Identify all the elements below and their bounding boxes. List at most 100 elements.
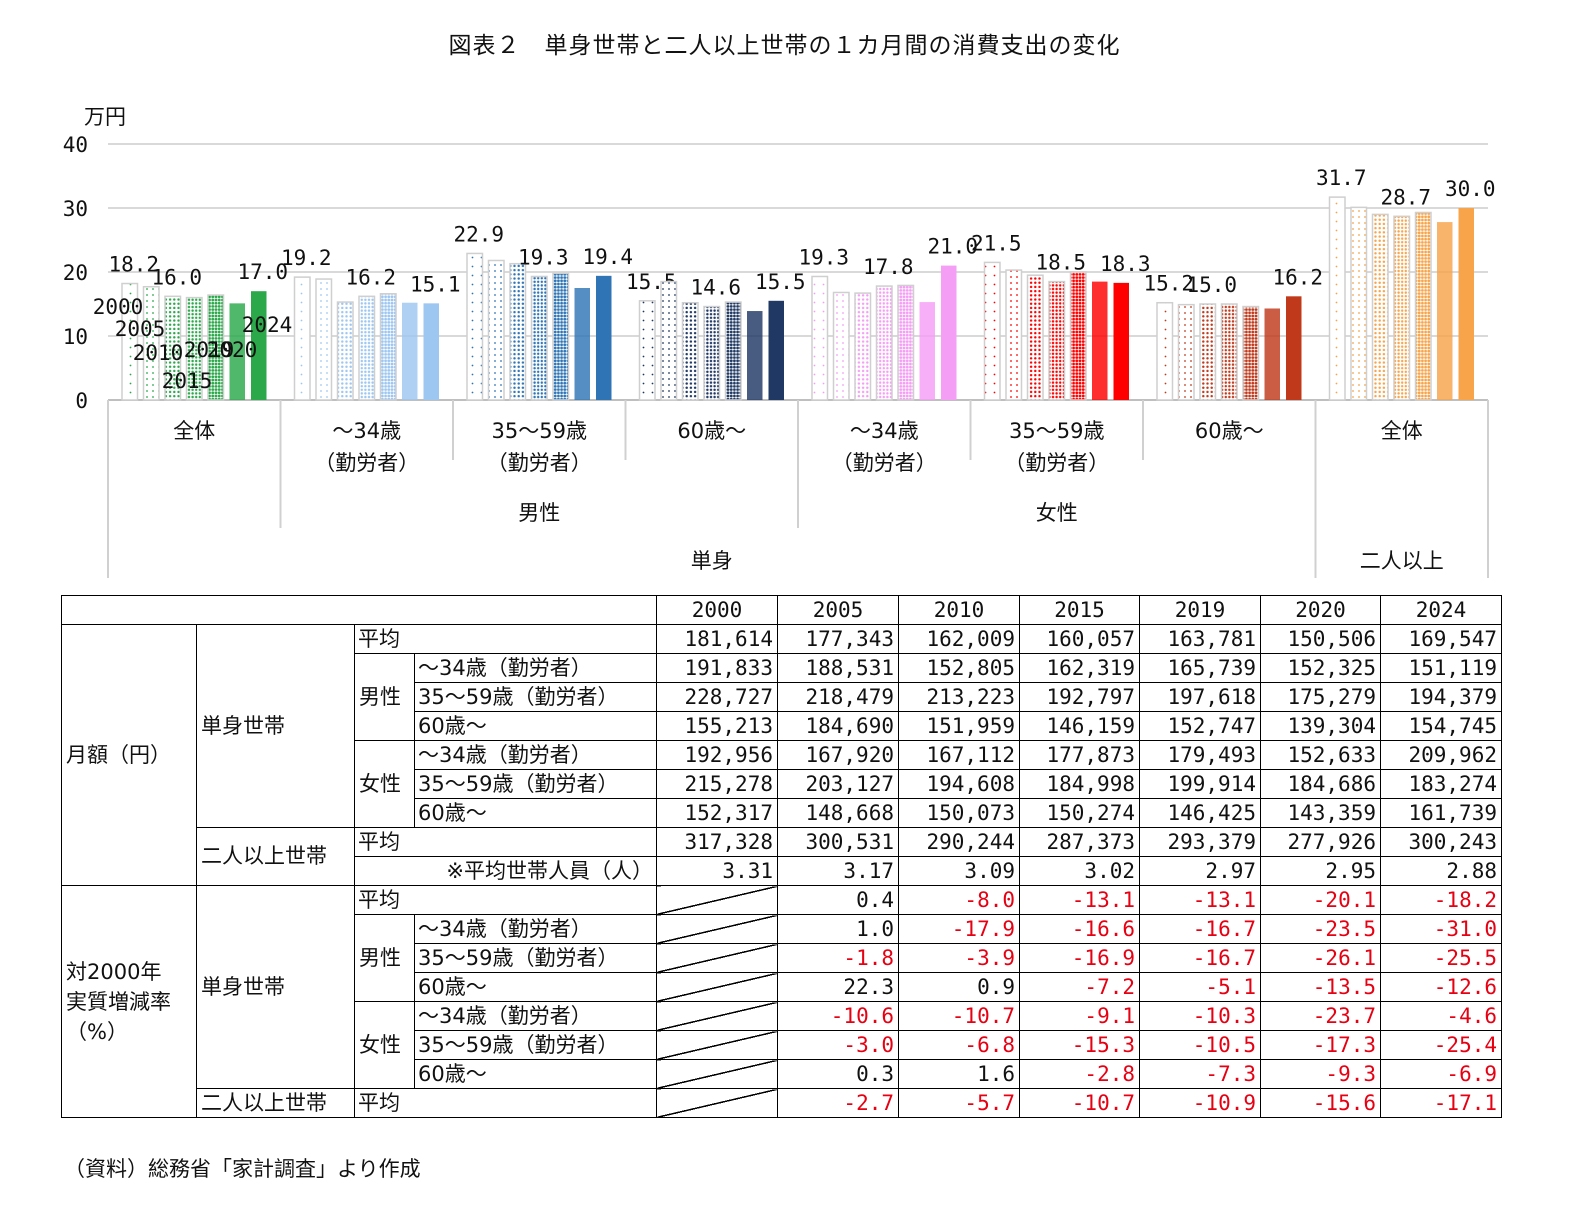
rate-value: 1.6 (898, 1059, 1020, 1089)
cell-value: 194,379 (1380, 682, 1502, 712)
cell-value: 277,926 (1260, 827, 1381, 857)
year-legend-label: 2024 (242, 313, 293, 337)
sex-label: 男性 (354, 914, 415, 1002)
rate-value: -4.6 (1380, 1001, 1502, 1031)
category-label: ～34歳 (332, 419, 401, 443)
cell-value: 197,618 (1139, 682, 1261, 712)
row-label: 35～59歳（勤労者） (414, 682, 657, 712)
category-label: 60歳～ (1195, 419, 1264, 443)
cell-value: 192,797 (1019, 682, 1140, 712)
rate-value: -15.3 (1019, 1030, 1140, 1060)
rate-value: -6.9 (1380, 1059, 1502, 1089)
bar (638, 300, 656, 401)
rate-value: -7.3 (1139, 1059, 1261, 1089)
slashed-cell (656, 1088, 778, 1118)
cell-value: 163,781 (1139, 624, 1261, 654)
rate-value: 22.3 (777, 972, 899, 1002)
row-label: 60歳～ (414, 972, 657, 1002)
data-table: 2000 2005 2010 2015 2019 2020 2024 月額（円） 単身世帯 平均 1… (61, 595, 1502, 1118)
cell-value: 287,373 (1019, 827, 1140, 857)
bar (293, 276, 311, 401)
bar (724, 301, 742, 401)
cell-value: 175,279 (1260, 682, 1381, 712)
year-header: 2024 (1380, 595, 1502, 625)
bar (1177, 303, 1195, 401)
cell-value: 150,506 (1260, 624, 1381, 654)
rate-value: -8.0 (898, 885, 1020, 915)
data-label: 19.2 (281, 246, 332, 270)
data-label: 28.7 (1380, 185, 1431, 209)
data-label: 18.5 (1035, 251, 1086, 275)
bar (1437, 222, 1453, 400)
header-blank (61, 595, 657, 625)
data-label: 16.0 (151, 265, 202, 289)
bar (402, 302, 418, 400)
data-label: 22.9 (453, 222, 504, 246)
rate-value: -18.2 (1380, 885, 1502, 915)
rate-value: -23.5 (1260, 914, 1381, 944)
year-legend-label: 2020 (207, 338, 258, 362)
cell-value: 167,112 (898, 740, 1020, 770)
section-rate-label-line: 対2000年 (66, 959, 162, 984)
bar (229, 303, 245, 400)
cell-value: 2.95 (1260, 856, 1381, 886)
bar (1350, 206, 1368, 401)
rate-value: -3.0 (777, 1030, 899, 1060)
bar (660, 280, 678, 401)
bar (811, 275, 829, 401)
table-row: 対2000年 実質増減率 （%） 単身世帯 平均 0.4 -8.0 -13.1 -13.1 -20… (61, 885, 1502, 1118)
rate-value: -9.1 (1019, 1001, 1140, 1031)
cell-value: 184,690 (777, 711, 899, 741)
cell-value: 218,479 (777, 682, 899, 712)
cell-value: 183,274 (1380, 769, 1502, 799)
section-rate-label-line: 実質増減率 (66, 989, 171, 1014)
single-household-label: 単身世帯 (196, 885, 355, 1089)
category-label: 35～59歳 (492, 419, 587, 443)
data-label: 17.8 (863, 255, 914, 279)
cell-value: 2.97 (1139, 856, 1261, 886)
sex-label: 男性 (354, 653, 415, 741)
rate-value: -10.9 (1139, 1088, 1261, 1118)
household-label: 二人以上 (1360, 549, 1444, 573)
bar (832, 291, 850, 401)
rate-value: -6.8 (898, 1030, 1020, 1060)
slashed-cell (656, 914, 778, 944)
cell-value: 213,223 (898, 682, 1020, 712)
data-label: 21.0 (927, 235, 978, 259)
bar (1199, 303, 1217, 401)
rate-value: -20.1 (1260, 885, 1381, 915)
cell-value: 194,608 (898, 769, 1020, 799)
data-label: 15.1 (410, 272, 461, 296)
bar (897, 284, 915, 401)
rate-value: -16.7 (1139, 914, 1261, 944)
cell-value: 181,614 (656, 624, 778, 654)
rate-value: 0.9 (898, 972, 1020, 1002)
data-label: 19.3 (518, 245, 569, 269)
household-label: 単身 (691, 549, 733, 573)
data-label: 31.7 (1316, 166, 1367, 190)
rate-value: -12.6 (1380, 972, 1502, 1002)
row-label: ※平均世帯人員（人） (354, 856, 657, 886)
bar (1156, 301, 1174, 401)
year-header: 2010 (898, 595, 1020, 625)
slashed-cell (656, 1030, 778, 1060)
year-legend-label: 2005 (115, 317, 166, 341)
rate-value: 1.0 (777, 914, 899, 944)
category-sublabel: （勤労者） (1004, 451, 1109, 475)
data-label: 19.3 (798, 245, 849, 269)
row-label: 平均 (354, 624, 657, 654)
single-household-label: 単身世帯 (196, 624, 355, 828)
slashed-cell (656, 1001, 778, 1031)
bar (336, 301, 354, 401)
header-row: 2000 2005 2010 2015 2019 2020 2024 (61, 595, 1502, 625)
row-label: 平均 (354, 885, 657, 915)
category-sublabel: （勤労者） (314, 451, 419, 475)
cell-value: 188,531 (777, 653, 899, 683)
sex-label: 男性 (518, 501, 560, 525)
rate-value: -3.9 (898, 943, 1020, 973)
table-row: 二人以上世帯 平均 -2.7 -5.7 -10.7 -10.9 -15.6 -17.1 (62, 1088, 1502, 1118)
data-label: 30.0 (1445, 177, 1496, 201)
bar (1092, 281, 1108, 400)
cell-value: 2.88 (1380, 856, 1502, 886)
data-label: 15.0 (1186, 273, 1237, 297)
